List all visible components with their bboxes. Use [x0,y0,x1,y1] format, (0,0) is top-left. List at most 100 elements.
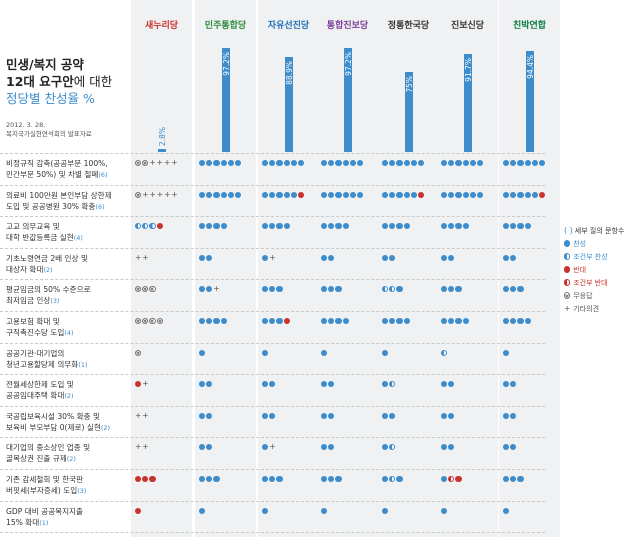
no-answer-icon [149,286,156,293]
approve-icon [199,191,206,198]
response-cell-correct [382,190,425,200]
approve-icon [328,159,335,167]
approve-icon [448,381,455,388]
response-cell-liberty [262,221,291,231]
approve-icon [382,381,389,388]
row-divider [0,342,545,344]
other-opinion-icon: + [142,252,149,262]
approve-icon [227,191,234,198]
response-cell-unified [321,158,364,168]
approve-icon [262,191,269,198]
response-cell-promise [503,221,532,231]
approve-icon [356,191,364,198]
approve-icon [269,317,276,325]
party-logo-correct: 정통한국당 [387,20,430,31]
approve-icon [342,223,349,230]
legend-item-label: 조건부 반대 [573,278,608,287]
approve-icon [262,507,269,514]
approve-icon [321,507,328,514]
approve-icon [269,381,276,388]
response-cell-correct [382,284,404,294]
approve-icon [410,191,417,198]
pledge-label-line-1: 평균임금의 50% 수준으로 [6,285,91,295]
bar-value-label-jinbo: 91.7% [463,57,473,82]
approve-icon [524,317,531,325]
party-logo-democratic: 민주통합당 [204,20,247,31]
approve-icon [510,475,517,483]
approve-icon [199,286,206,293]
pledge-label-line-1: 고용보험 확대 및 [6,317,60,326]
row-divider [0,247,545,249]
approve-icon [382,159,389,167]
response-cell-jinbo [441,506,448,516]
party-column-bg-saenuri [131,0,192,537]
pledge-label-line-2-text: 청년고용할당제 의무화 [6,359,79,369]
no-answer-icon [564,292,571,299]
approve-icon [382,223,389,230]
title-line-2: 12대 요구안에 대한 [6,73,132,90]
row-divider [0,374,545,376]
conditional-oppose-icon [564,279,571,286]
other-opinion-icon: + [156,158,163,167]
other-opinion-icon: + [171,158,178,167]
approve-icon [389,159,396,167]
approve-icon [517,475,524,483]
conditional-approve-icon [564,253,571,260]
approve-icon [382,349,389,356]
approve-icon [199,507,206,514]
oppose-icon [283,317,290,325]
pledge-label-line-1: 비정규직 감축(공공부문 100%, [6,159,108,168]
pledge-label-line-2-text: 보육비 부모부담 0(제로) 실현 [6,422,101,432]
response-cell-unified [321,379,335,389]
approve-icon [396,475,403,483]
no-answer-icon [149,317,156,325]
approve-icon [441,254,448,261]
other-opinion-icon: + [269,252,276,262]
approve-icon [503,507,510,514]
bar-saenuri [157,149,166,152]
approve-icon [524,191,531,198]
response-cell-jinbo [441,442,455,452]
party-logo-jinbo: 진보신당 [450,20,485,31]
response-cell-promise [503,158,546,168]
title-line-2-bold: 12대 요구안 [6,74,74,89]
approve-icon [389,223,396,230]
oppose-icon [135,475,142,483]
approve-icon [335,191,342,198]
bar-promise [525,50,534,152]
approve-icon [335,475,342,483]
approve-icon [199,349,206,356]
response-cell-promise [503,474,525,484]
response-cell-unified [321,506,328,516]
approve-icon [441,444,448,451]
row-divider [0,469,545,470]
response-cell-liberty [262,190,305,200]
response-cell-unified [321,190,364,200]
approve-icon [206,223,213,230]
approve-icon [349,191,356,198]
approve-icon [524,223,531,230]
approve-icon [321,444,328,451]
pledge-label-line-1: 공공기관·대기업의 [6,348,65,358]
approve-icon [441,223,448,230]
question-count: (1) [78,360,88,369]
response-cell-saenuri [135,506,142,516]
pledge-label: 대기업의 중소상인 업종 및 골목상권 진출 규제(2) [6,442,134,465]
approve-icon [564,240,571,247]
oppose-icon [135,381,142,388]
approve-icon [262,159,269,167]
pledge-label-line-2-text: 최저임금 인상 [6,296,51,306]
approve-icon [455,191,462,198]
response-cell-democratic [199,316,228,326]
response-cell-correct [382,221,411,231]
pledge-label-line-2-text: 공공임대주택 확대 [6,391,65,401]
approve-icon [517,286,524,293]
other-opinion-icon: + [163,158,171,167]
approve-icon [441,159,448,167]
response-cell-correct [382,316,411,326]
response-cell-democratic [199,379,213,389]
response-cell-jinbo [441,190,484,200]
approve-icon [328,191,335,198]
response-cell-democratic [199,411,213,421]
approve-icon [503,254,510,261]
